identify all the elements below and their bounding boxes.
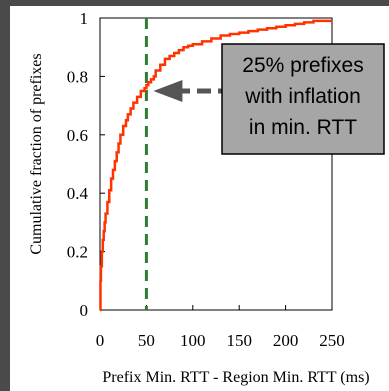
x-tick-label: 0	[96, 331, 105, 350]
x-tick-label: 250	[319, 331, 345, 350]
cdf-line	[99, 19, 332, 312]
x-tick-label: 100	[180, 331, 206, 350]
x-tick-label: 200	[273, 331, 299, 350]
y-tick-label: 1	[80, 9, 89, 28]
axes	[99, 17, 333, 311]
screenshot-frame-left	[0, 0, 10, 391]
annotation-text-line: 25% prefixes	[242, 54, 363, 77]
x-axis-title: Prefix Min. RTT - Region Min. RTT (ms)	[102, 369, 369, 386]
x-tick-label: 150	[226, 331, 252, 350]
annotation-text-line: in min. RTT	[249, 116, 357, 139]
annotation-text-line: with inflation	[244, 85, 361, 108]
screenshot-frame-top	[0, 0, 389, 6]
annotation-layer: 25% prefixes with inflation in min. RTT	[153, 43, 385, 155]
y-tick-label: 0.2	[67, 243, 88, 262]
series-layer	[99, 19, 332, 312]
y-tick-label: 0	[80, 301, 89, 320]
y-tick-label: 0.4	[67, 184, 89, 203]
plot-frame	[99, 17, 333, 311]
y-tick-label: 0.6	[67, 126, 88, 145]
annotation-arrow-head	[153, 80, 183, 102]
y-tick-label: 0.8	[67, 67, 88, 86]
x-tick-label: 50	[138, 331, 155, 350]
y-axis-title: Cumulative fraction of prefixes	[28, 53, 45, 254]
text-layer: 0 50 100 150 200 250 0 0.2 0.4 0.6 0.8 1 Prefix Min.…	[28, 9, 370, 386]
annotation-box	[221, 43, 385, 155]
